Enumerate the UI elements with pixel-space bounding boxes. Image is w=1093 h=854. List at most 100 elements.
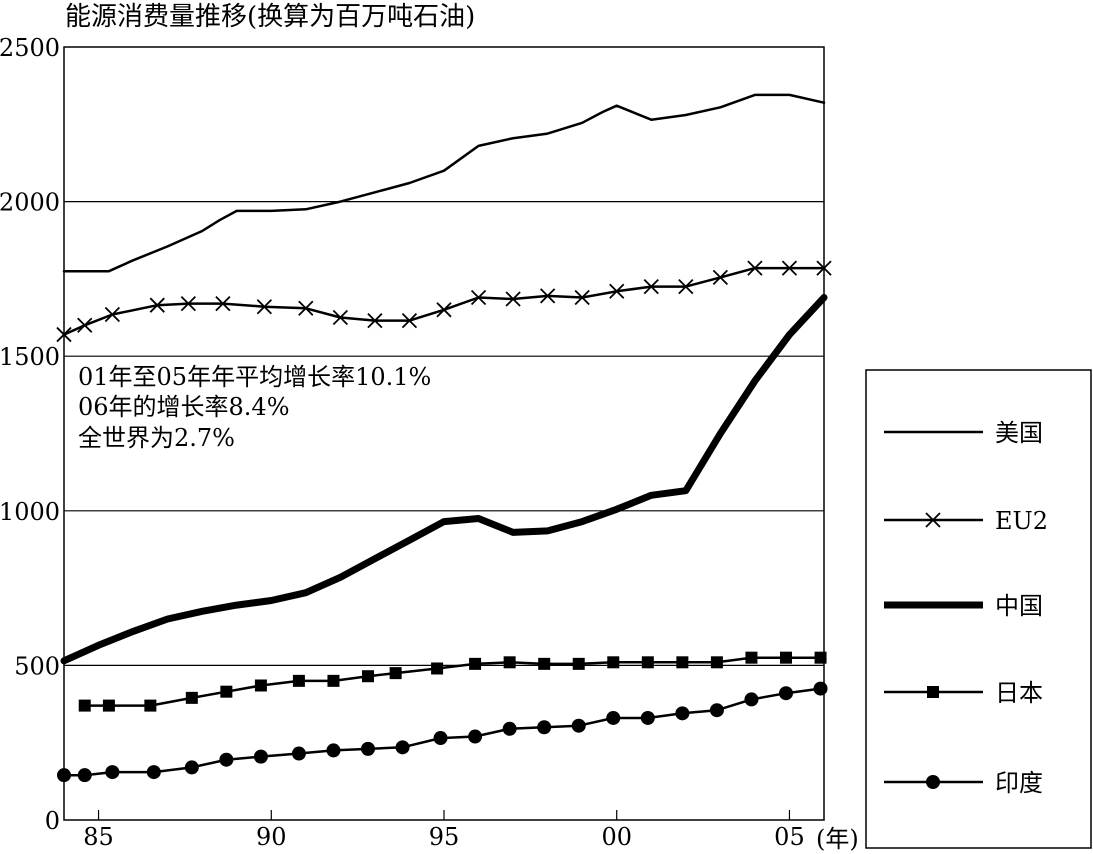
data-point: [571, 718, 586, 733]
data-point: [781, 260, 798, 276]
data-point: [436, 302, 452, 318]
data-point: [431, 662, 444, 675]
series-line: [62, 93, 826, 273]
data-point: [395, 740, 410, 755]
y-tick-label: 500: [14, 652, 60, 680]
data-point: [747, 260, 763, 276]
data-point: [77, 768, 92, 783]
data-point: [710, 656, 723, 669]
data-point: [219, 752, 234, 767]
data-point: [779, 686, 793, 701]
data-point: [780, 651, 792, 664]
data-point: [292, 674, 305, 687]
data-point: [505, 291, 521, 307]
data-point: [606, 710, 621, 725]
data-point: [256, 299, 273, 315]
x-axis-label: (年): [816, 825, 859, 853]
annotation-line-2: 06年的增长率8.4%: [78, 393, 290, 421]
data-point: [146, 765, 161, 780]
y-tick-label: 1500: [0, 343, 60, 371]
legend-marker: [926, 775, 940, 789]
legend-item: EU2: [884, 507, 1048, 535]
data-point: [362, 670, 374, 683]
x-axis-ticks: 85 90 95 00 05: [83, 810, 805, 851]
legend-marker: [927, 686, 939, 698]
series-印度: [57, 681, 828, 783]
data-point: [56, 326, 72, 343]
series-日本: [78, 651, 827, 712]
y-tick-label: 0: [45, 807, 60, 835]
data-point: [361, 741, 375, 756]
data-point: [215, 295, 231, 312]
chart-title: 能源消费量推移(换算为百万吨石油): [65, 2, 475, 32]
series-EU2: [56, 260, 832, 343]
data-point: [538, 657, 551, 670]
series-line: [62, 266, 826, 336]
data-point: [105, 765, 120, 780]
legend-item: 日本: [884, 679, 1043, 707]
data-point: [469, 657, 482, 670]
data-point: [57, 768, 71, 783]
data-point: [744, 692, 759, 707]
data-point: [712, 269, 729, 285]
data-point: [643, 278, 659, 295]
data-point: [332, 309, 349, 326]
data-point: [816, 260, 832, 276]
data-point: [574, 289, 590, 306]
legend-label: 日本: [995, 679, 1043, 707]
data-point: [298, 300, 314, 316]
data-point: [102, 699, 115, 712]
data-point: [709, 703, 724, 718]
series-line: [83, 656, 822, 707]
data-point: [676, 656, 689, 669]
legend-label: 美国: [995, 419, 1043, 447]
series-layer: [56, 93, 832, 783]
data-point: [291, 746, 306, 761]
series-美国: [62, 93, 826, 273]
data-point: [502, 721, 517, 736]
data-point: [678, 278, 694, 295]
data-point: [149, 297, 165, 313]
data-point: [389, 667, 402, 680]
data-point: [814, 651, 827, 664]
data-point: [77, 317, 93, 333]
legend-label: 印度: [995, 769, 1043, 797]
data-point: [104, 306, 121, 323]
data-point: [468, 729, 483, 744]
data-point: [180, 295, 197, 312]
annotation-line-1: 01年至05年年平均增长率10.1%: [78, 363, 431, 391]
data-point: [78, 699, 91, 712]
legend-label: EU2: [995, 507, 1048, 535]
data-point: [253, 749, 268, 764]
y-tick-label: 1000: [0, 498, 60, 526]
data-point: [433, 731, 448, 746]
data-point: [641, 656, 654, 669]
data-point: [607, 656, 620, 669]
data-point: [470, 289, 487, 306]
y-tick-label: 2000: [0, 189, 60, 217]
data-point: [367, 313, 383, 329]
x-tick-label: 95: [429, 823, 460, 851]
x-tick-label: 00: [601, 823, 632, 851]
series-line: [60, 294, 828, 665]
x-tick-label: 85: [83, 823, 114, 851]
y-axis-ticks: 0 500 1000 1500 2000 2500: [0, 34, 60, 835]
data-point: [539, 288, 556, 304]
legend-item: 印度: [884, 769, 1043, 797]
x-tick-label: 05: [774, 823, 805, 851]
annotation-block: 01年至05年年平均增长率10.1% 06年的增长率8.4% 全世界为2.7%: [78, 363, 431, 452]
annotation-line-3: 全世界为2.7%: [78, 424, 235, 452]
legend-label: 中国: [995, 592, 1043, 620]
y-tick-label: 2500: [0, 34, 60, 62]
legend-box: [865, 369, 1092, 849]
series-中国: [60, 294, 828, 665]
data-point: [503, 656, 516, 669]
data-point: [537, 720, 552, 735]
x-tick-label: 90: [256, 823, 287, 851]
legend-item: 美国: [884, 419, 1043, 447]
data-point: [572, 657, 585, 670]
data-point: [609, 283, 625, 299]
data-point: [326, 743, 341, 758]
